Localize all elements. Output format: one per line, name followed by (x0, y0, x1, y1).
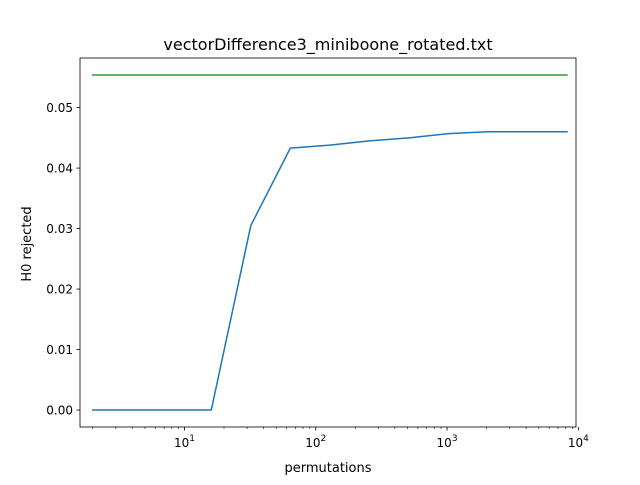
x-axis-label: permutations (284, 461, 371, 476)
chart-title: vectorDifference3_miniboone_rotated.txt (163, 35, 492, 55)
y-tick-label: 0.04 (46, 162, 73, 176)
series-line-1 (91, 131, 568, 411)
y-tick-label: 0.05 (46, 101, 73, 115)
y-tick-label: 0.00 (46, 404, 73, 418)
x-tick-label: 103 (437, 434, 458, 450)
x-tick-label: 101 (174, 434, 195, 450)
y-tick-label: 0.01 (46, 343, 73, 357)
y-tick-label: 0.03 (46, 222, 73, 236)
x-tick-label: 102 (305, 434, 326, 450)
y-axis-label: H0 rejected (20, 206, 35, 281)
axes-frame (79, 57, 577, 428)
y-tick-label: 0.02 (46, 283, 73, 297)
plot-area: 0.00 0.01 0.02 0.03 0.04 0.05 101 102 103 104 (46, 57, 589, 450)
x-tick-label: 104 (568, 434, 589, 450)
